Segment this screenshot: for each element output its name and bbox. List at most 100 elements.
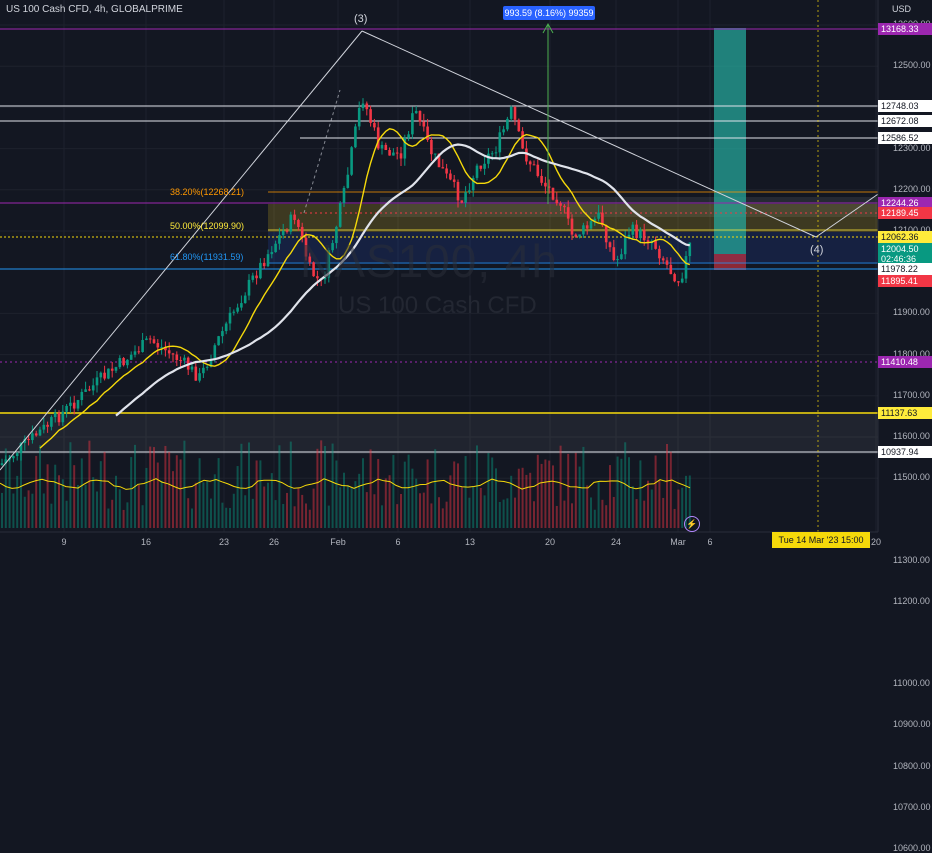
volume-bar [609,465,611,528]
candle-body [240,303,243,308]
volume-bar [506,498,509,528]
volume-bar [46,464,49,528]
volume-bar [449,475,452,528]
volume-bar [552,465,554,528]
candle-body [521,131,524,149]
candle-body [623,238,627,255]
candle-body [304,237,308,257]
lightning-icon[interactable]: ⚡ [684,516,700,532]
price-axis-label: 10900.00 [893,719,931,730]
volume-bar [533,501,535,528]
volume-bar [278,445,281,528]
volume-bar [286,492,288,528]
volume-bar [103,451,106,528]
volume-bar [156,462,159,528]
candle-body [300,226,304,238]
candle-body [547,186,551,188]
candle-body [4,459,8,464]
volume-bar [270,473,273,528]
volume-bar [301,494,304,528]
candle-body [331,243,334,251]
long-position-profit [714,28,746,254]
candle-body [338,203,342,227]
volume-bar [335,460,338,528]
volume-bar [61,479,64,528]
price-axis-label: 12100.00 [893,225,931,235]
candle-body [259,262,262,279]
crosshair-date-label: Tue 14 Mar '23 15:00 [772,532,870,548]
candle-body [380,144,384,149]
time-axis-label: Mar [670,537,686,547]
volume-bar [77,484,79,528]
volume-bar [419,493,421,528]
volume-bar [107,508,110,528]
candle-body [46,424,49,427]
candle-body [270,252,274,255]
volume-bar [365,492,368,528]
currency-label[interactable]: USD [892,4,912,14]
volume-bar [225,507,228,528]
volume-bar [411,468,414,528]
volume-bar [483,495,486,528]
price-chart[interactable] [0,0,932,550]
price-axis-label: 11800.00 [893,348,930,359]
volume-bar [643,500,646,528]
fib-382-label: 38.20%(12268.21) [170,187,245,197]
candle-body [198,373,201,381]
trendline-up [0,30,363,471]
candle-body [110,368,114,371]
volume-bar [88,440,91,528]
volume-bar [8,455,11,528]
volume-bar [605,505,608,528]
price-axis-label: 11500.00 [893,472,930,483]
wave-4-label: (4) [810,244,824,256]
candle-body [190,366,194,370]
candle-body [156,343,160,348]
volume-bar [221,502,224,528]
candle-body [12,456,15,459]
volume-bar [662,497,665,528]
volume-bar [647,480,649,528]
candle-body [285,230,289,232]
candle-body [266,254,270,267]
candle-body [399,153,403,159]
candle-body [566,207,570,219]
price-axis-label: 12500.00 [893,60,931,71]
volume-bar [658,480,661,528]
volume-bar [681,487,684,528]
price-tag: 02:46:36 [878,253,932,265]
candle-body [327,250,331,278]
volume-bar [555,505,558,528]
volume-bar [453,461,456,528]
volume-bar [457,463,459,528]
price-axis-label: 11200.00 [893,595,930,606]
volume-bar [468,497,471,528]
price-tag: 12062.36 [878,231,932,243]
candle-body [69,402,72,406]
symbol-title[interactable]: US 100 Cash CFD, 4h, GLOBALPRIME [6,4,183,15]
candle-body [221,331,224,337]
time-axis-label: 23 [218,537,230,547]
volume-bar [73,465,76,528]
candle-body [430,139,433,155]
candle-body [80,391,84,401]
volume-bar [407,454,410,528]
candle-body [145,338,148,341]
chart-background [0,0,932,550]
volume-bar [232,493,235,528]
volume-bar [415,478,418,528]
candle-body [677,281,680,283]
volume-bar [597,481,600,528]
volume-bar [331,443,334,528]
volume-bar [282,503,285,528]
volume-bar [31,493,34,528]
candle-body [42,424,46,430]
price-axis-label: 11700.00 [893,389,930,400]
candle-body [160,347,163,349]
candle-body [27,439,30,441]
volume-bar [354,481,357,528]
volume-bar [669,451,672,528]
volume-bar [616,456,619,528]
volume-bar [65,500,68,528]
candle-body [494,152,498,154]
